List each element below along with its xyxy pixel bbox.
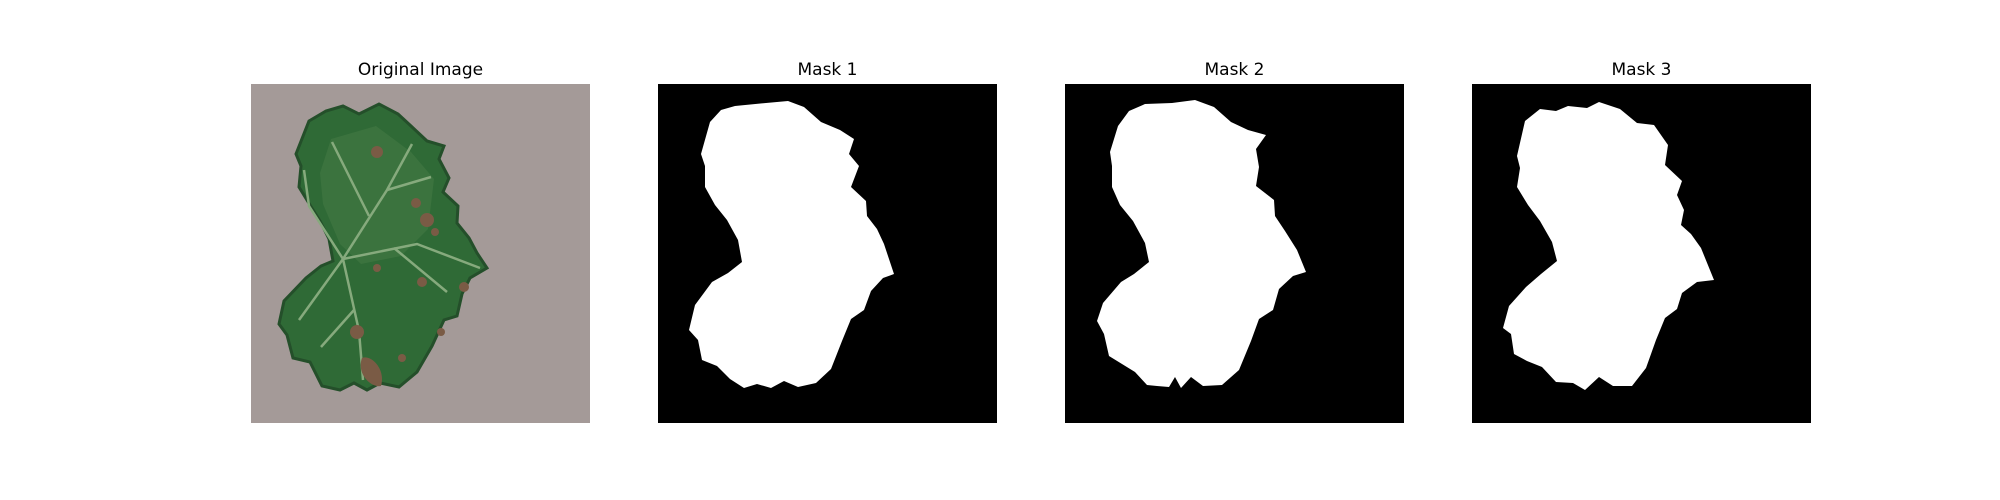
panel-title-mask-3: Mask 3 [1611, 60, 1672, 80]
leaf-highlight [320, 126, 434, 264]
panel-original-image: Original Image [251, 59, 590, 425]
mask-3-region [1503, 102, 1714, 390]
leaf-shape [277, 102, 490, 392]
mask-2-speck [1203, 354, 1205, 360]
original-leaf-image [251, 84, 590, 423]
panel-title-mask-2: Mask 2 [1204, 60, 1265, 80]
panel-mask-1: Mask 1 [658, 59, 997, 425]
panel-mask-2: Mask 2 [1065, 59, 1404, 425]
mask-1-region [689, 101, 894, 388]
leaf-spots [350, 146, 469, 387]
mask-1-image [658, 84, 997, 423]
mask-2-region [1097, 100, 1306, 388]
panel-mask-3: Mask 3 [1472, 59, 1811, 425]
mask-3-image [1472, 84, 1811, 423]
panel-title-mask-1: Mask 1 [797, 60, 858, 80]
panel-title-original-image: Original Image [357, 60, 484, 80]
mask-2-image [1065, 84, 1404, 423]
